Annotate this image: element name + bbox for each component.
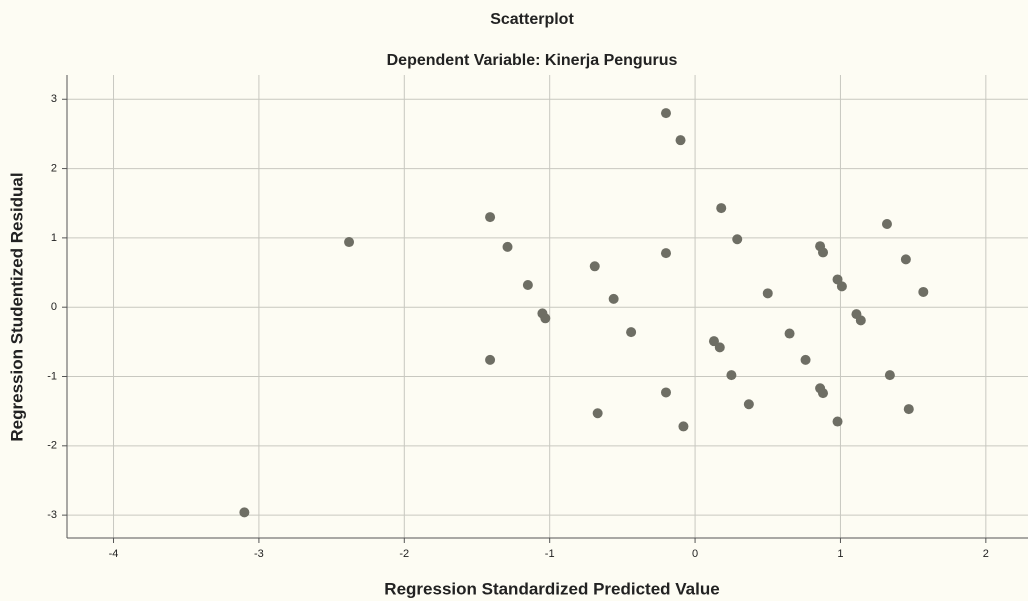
y-tick-label: 3	[51, 93, 57, 105]
point	[744, 399, 754, 409]
point	[833, 417, 843, 427]
x-tick-label: -3	[254, 548, 264, 560]
x-tick-label: -1	[545, 548, 555, 560]
x-tick-label: -4	[109, 548, 119, 560]
point	[485, 355, 495, 365]
background	[0, 0, 1028, 601]
point	[661, 387, 671, 397]
point	[540, 313, 550, 323]
x-axis-label: Regression Standardized Predicted Value	[384, 579, 719, 598]
point	[626, 327, 636, 337]
y-tick-label: 2	[51, 162, 57, 174]
chart: Scatterplot Dependent Variable: Kinerja …	[0, 0, 1028, 601]
point	[882, 219, 892, 229]
point	[609, 294, 619, 304]
y-tick-label: -3	[47, 509, 57, 521]
y-tick-label: -2	[47, 440, 57, 452]
point	[856, 315, 866, 325]
point	[715, 342, 725, 352]
point	[485, 212, 495, 222]
point	[801, 355, 811, 365]
point	[726, 370, 736, 380]
y-axis-label: Regression Studentized Residual	[7, 172, 26, 441]
point	[904, 404, 914, 414]
point	[818, 247, 828, 257]
point	[661, 248, 671, 258]
point	[344, 237, 354, 247]
point	[918, 287, 928, 297]
point	[661, 108, 671, 118]
y-tick-label: 1	[51, 232, 57, 244]
point	[503, 242, 513, 252]
point	[885, 370, 895, 380]
chart-subtitle: Dependent Variable: Kinerja Pengurus	[387, 52, 678, 69]
x-tick-label: 1	[837, 548, 843, 560]
point	[590, 261, 600, 271]
point	[678, 421, 688, 431]
point	[239, 507, 249, 517]
x-tick-label: -2	[399, 548, 409, 560]
point	[785, 329, 795, 339]
point	[732, 234, 742, 244]
point	[593, 408, 603, 418]
x-tick-label: 2	[983, 548, 989, 560]
y-tick-label: 0	[51, 301, 57, 313]
chart-title: Scatterplot	[490, 11, 574, 28]
x-tick-label: 0	[692, 548, 698, 560]
point	[716, 203, 726, 213]
y-tick-label: -1	[47, 370, 57, 382]
point	[837, 281, 847, 291]
point	[763, 288, 773, 298]
point	[676, 135, 686, 145]
point	[523, 280, 533, 290]
point	[818, 388, 828, 398]
point	[901, 254, 911, 264]
